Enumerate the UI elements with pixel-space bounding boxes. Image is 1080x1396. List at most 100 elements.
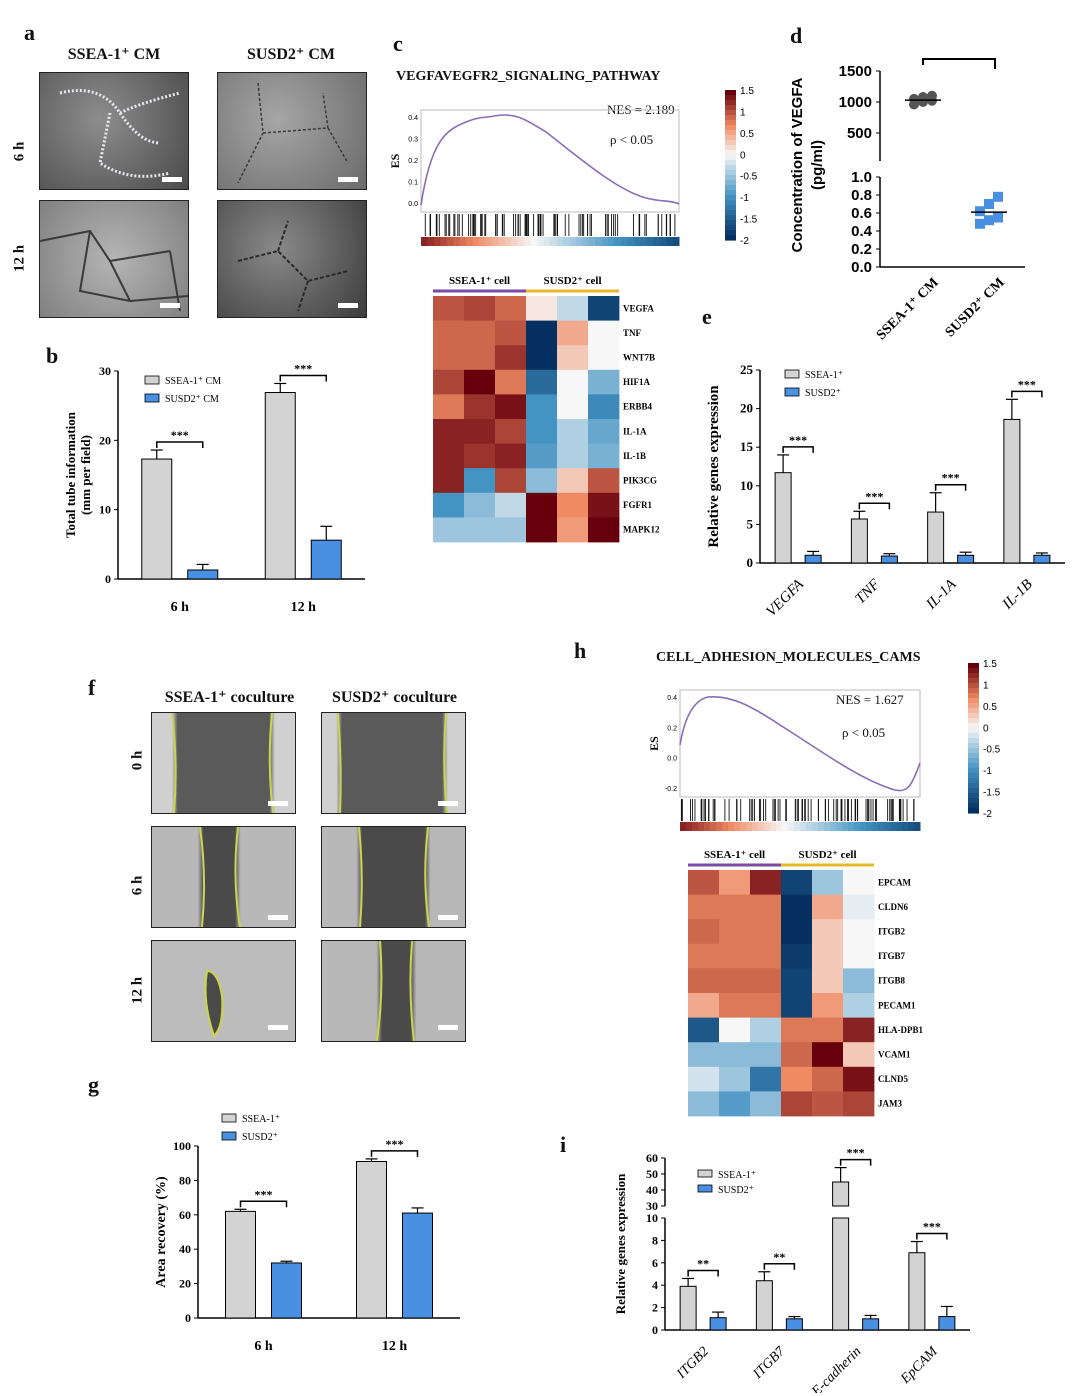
colorbar-segment xyxy=(968,763,979,769)
y-tick-label: 0 xyxy=(185,1311,191,1325)
legend-swatch xyxy=(784,387,800,397)
significance-bracket xyxy=(239,1200,288,1208)
rank-segment xyxy=(770,822,777,831)
heatmap-cell xyxy=(843,943,875,969)
rank-segment xyxy=(692,822,699,831)
heatmap-cell xyxy=(526,517,558,543)
panel-f-col-header-1: SSEA-1⁺ coculture xyxy=(164,689,295,706)
colorbar-segment xyxy=(725,200,736,206)
heatmap-cell xyxy=(688,1042,720,1068)
rank-segment xyxy=(842,822,849,831)
es-tick-label: 0.0 xyxy=(408,201,418,208)
heatmap-cell xyxy=(495,345,527,371)
bar xyxy=(356,1160,387,1319)
panel-label-h: h xyxy=(574,638,587,663)
heatmap-cell xyxy=(495,369,527,395)
gene-label: TNF xyxy=(623,328,642,338)
heatmap-cell xyxy=(588,345,620,371)
heatmap-cell xyxy=(719,919,751,945)
significance-label: *** xyxy=(1018,377,1036,391)
colorbar-segment xyxy=(968,738,979,744)
heatmap-cell xyxy=(588,320,620,346)
significance-label: ** xyxy=(773,1250,785,1264)
heatmap-cell xyxy=(557,296,589,321)
panel-label-d: d xyxy=(790,23,803,48)
y-tick-label: 6 xyxy=(652,1256,658,1270)
heatmap-cell xyxy=(750,1091,782,1117)
rank-segment xyxy=(878,822,885,831)
colorbar-segment xyxy=(725,125,736,131)
significance-bracket xyxy=(916,1232,948,1240)
heatmap-cell xyxy=(588,296,620,321)
rank-segment xyxy=(836,822,843,831)
colorbar-segment xyxy=(968,723,979,729)
bar xyxy=(1003,418,1021,564)
gene-label: VEGFA xyxy=(623,303,654,313)
panel-label-c: c xyxy=(393,31,403,56)
significance-label: ** xyxy=(697,1256,709,1270)
data-point xyxy=(927,90,937,101)
data-point xyxy=(984,215,994,226)
heatmap-cell xyxy=(812,1091,844,1117)
y-tick-label: 0.6 xyxy=(851,205,872,222)
heatmap-cell xyxy=(781,968,813,994)
rank-segment xyxy=(608,237,615,246)
panel-label-g: g xyxy=(88,1072,99,1097)
rank-segment xyxy=(575,237,583,246)
gene-label: HLA-DPB1 xyxy=(878,1025,924,1035)
rank-segment xyxy=(517,237,525,246)
colorbar-tick-label: -2 xyxy=(740,236,749,247)
rank-segment xyxy=(427,237,435,246)
heatmap-cell xyxy=(781,943,813,969)
heatmap-cell xyxy=(719,968,751,994)
heatmap-cell xyxy=(781,894,813,920)
bar xyxy=(832,1217,850,1331)
heatmap-cell xyxy=(495,517,527,543)
rank-segment xyxy=(794,822,801,831)
colorbar-segment xyxy=(725,170,736,176)
group-label-susd2: SUSD2⁺ cell xyxy=(543,275,601,287)
rank-segment xyxy=(466,237,474,246)
colorbar-segment xyxy=(968,733,979,739)
colorbar-segment xyxy=(968,743,979,749)
micrograph-a-susd2-12h xyxy=(217,200,367,318)
panel-label-e: e xyxy=(702,304,712,329)
colorbar-segment xyxy=(968,663,979,669)
heatmap-cell xyxy=(750,870,782,895)
heatmap-cell xyxy=(750,1017,782,1043)
x-tick-label: ITGB7 xyxy=(750,1344,789,1383)
y-tick-label: 4 xyxy=(652,1278,658,1292)
es-tick-label: 0.1 xyxy=(408,180,418,187)
y-tick-label: 8 xyxy=(652,1233,658,1247)
heatmap-cell xyxy=(526,296,558,321)
y-tick-label: 20 xyxy=(179,1277,191,1291)
colorbar-segment xyxy=(725,120,736,126)
significance-bracket xyxy=(763,1263,796,1270)
rank-segment xyxy=(659,237,667,246)
significance-label: *** xyxy=(171,428,189,442)
significance-bracket xyxy=(922,58,996,69)
heatmap-cell xyxy=(750,1066,782,1092)
heatmap-cell xyxy=(433,296,465,321)
rank-segment xyxy=(582,237,590,246)
y-tick-label: 60 xyxy=(179,1208,191,1222)
y-tick-label: 15 xyxy=(740,439,754,454)
bar xyxy=(832,1181,850,1207)
colorbar-segment xyxy=(968,718,979,724)
bar xyxy=(908,1252,926,1331)
colorbar-segment xyxy=(968,768,979,774)
group-label-ssea: SSEA-1⁺ cell xyxy=(704,849,765,861)
rank-segment xyxy=(890,822,897,831)
colorbar-segment xyxy=(725,145,736,151)
legend-swatch xyxy=(144,393,160,403)
rank-segment xyxy=(666,237,674,246)
heatmap-cell xyxy=(843,1042,875,1068)
heatmap-cell xyxy=(464,320,496,346)
heatmap-cell xyxy=(719,943,751,969)
gene-label: JAM3 xyxy=(878,1099,902,1109)
heatmap-cell xyxy=(433,394,465,420)
gene-label: ITGB2 xyxy=(878,927,906,937)
colorbar-segment xyxy=(968,703,979,709)
bar xyxy=(709,1317,727,1331)
rank-segment xyxy=(746,822,753,831)
